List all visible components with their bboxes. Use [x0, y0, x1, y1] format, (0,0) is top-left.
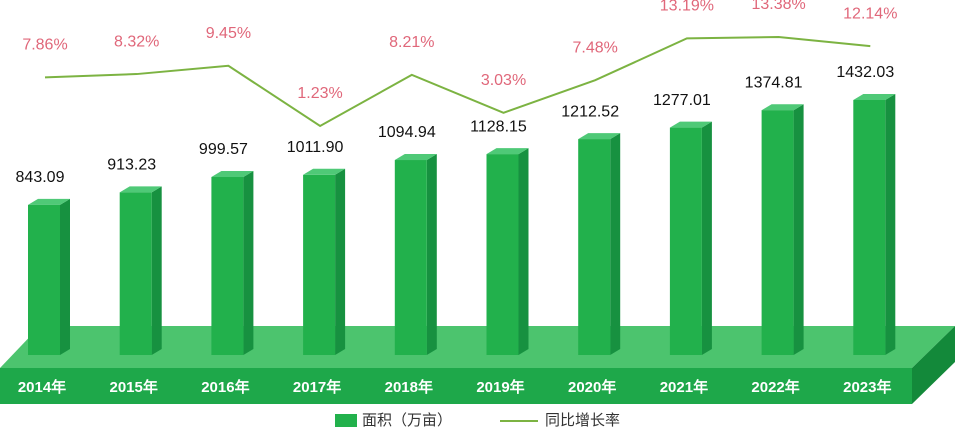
bar-value-label: 1432.03 [836, 64, 894, 81]
bar-value-label: 999.57 [199, 141, 248, 158]
legend-swatch [335, 414, 357, 427]
x-tick-label: 2019年 [476, 378, 524, 396]
bar-top [28, 198, 70, 205]
bar-top [303, 168, 346, 175]
bar-value-label: 1094.94 [378, 124, 436, 141]
bar [486, 154, 519, 355]
line-value-label: 8.21% [389, 34, 434, 51]
line-value-label: 1.23% [297, 85, 342, 102]
line-value-label: 7.86% [22, 37, 67, 54]
bar [28, 204, 60, 355]
bar [761, 110, 794, 355]
legend-label: 面积（万亩） [362, 411, 452, 429]
bar-side [518, 148, 529, 355]
x-tick-label: 2016年 [201, 378, 249, 396]
bar-top [394, 154, 437, 161]
platform-front [0, 368, 912, 404]
line-value-label: 7.48% [573, 39, 618, 56]
bar-value-label: 1128.15 [470, 118, 527, 135]
bar-side [243, 171, 254, 355]
bar [578, 139, 611, 355]
x-tick-label: 2020年 [568, 378, 616, 396]
line-value-label: 13.38% [751, 0, 805, 13]
bar-value-label: 1277.01 [653, 92, 711, 109]
bar-side [793, 104, 804, 355]
bar-value-label: 1374.81 [745, 74, 803, 91]
x-tick-label: 2022年 [751, 378, 799, 396]
bar-side [426, 154, 437, 355]
bar [394, 160, 427, 355]
bar-top [578, 133, 621, 140]
x-tick-label: 2023年 [843, 378, 891, 396]
bar-value-label: 913.23 [107, 157, 156, 174]
bar [669, 127, 702, 355]
x-tick-label: 2021年 [660, 378, 708, 396]
bar [853, 100, 886, 355]
line-value-label: 8.32% [114, 33, 159, 50]
bar-value-label: 843.09 [16, 169, 65, 186]
bar [303, 174, 336, 355]
bar-top [486, 148, 529, 155]
growth-line [44, 35, 871, 128]
bar-value-label: 1011.90 [287, 139, 344, 156]
bar-top [669, 121, 712, 128]
bar-side [885, 94, 896, 355]
bar-top [211, 171, 254, 178]
legend-label: 同比增长率 [545, 412, 620, 429]
line-value-label: 13.19% [660, 0, 714, 15]
bar-side [610, 133, 621, 355]
bar-side [335, 168, 346, 355]
line-value-label: 9.45% [206, 25, 251, 42]
bar [211, 177, 244, 355]
x-tick-label: 2018年 [385, 378, 433, 396]
line-value-label: 3.03% [481, 72, 526, 89]
bar-side [701, 121, 712, 355]
x-tick-label: 2017年 [293, 378, 341, 396]
bar-side [60, 198, 70, 355]
bar-value-label: 1212.52 [561, 103, 619, 120]
x-tick-label: 2014年 [18, 378, 66, 396]
bar-top [119, 186, 162, 193]
line-value-label: 12.14% [843, 5, 897, 22]
x-tick-label: 2015年 [110, 378, 158, 396]
bar-top [853, 94, 896, 100]
bar [119, 192, 152, 355]
bar-top [761, 104, 804, 111]
bar-side [151, 186, 162, 355]
platform-side [912, 326, 955, 404]
